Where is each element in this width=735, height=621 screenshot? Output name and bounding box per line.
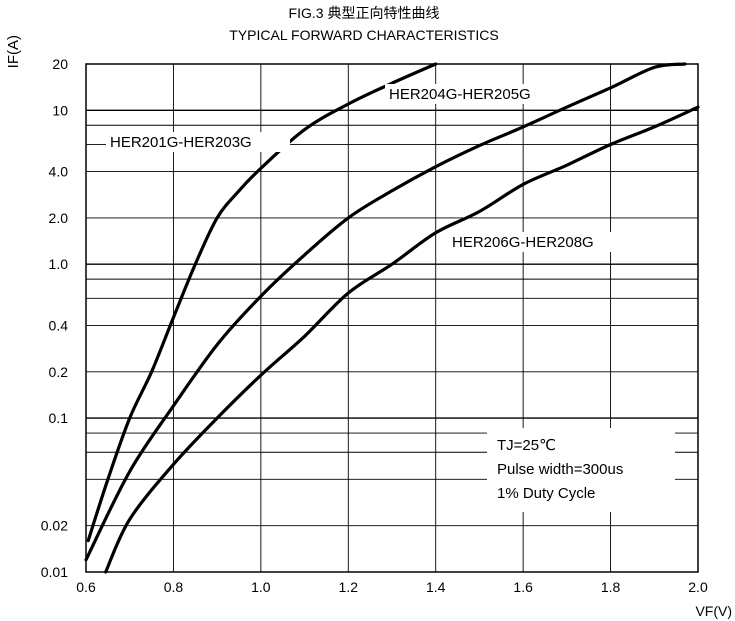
x-tick-label: 0.8 [164, 579, 184, 595]
y-tick-label: 10 [52, 102, 68, 118]
y-tick-label: 0.02 [41, 518, 68, 534]
annotation-tj: TJ=25℃ [497, 437, 556, 454]
y-tick-label: 20 [52, 56, 68, 72]
y-tick-label: 0.2 [49, 364, 69, 380]
annotation-pulse-width: Pulse width=300us [497, 461, 623, 478]
series-lines [84, 62, 700, 574]
series-label-her204g-her205g: HER204G-HER205G [389, 86, 531, 103]
series-line-0 [86, 62, 438, 543]
y-axis-label: IF(A) [5, 35, 22, 68]
conditions-label-background [487, 428, 675, 512]
plot-frame [85, 63, 699, 573]
x-tick-label: 1.0 [251, 579, 271, 595]
y-tick-label: 0.4 [49, 317, 69, 333]
chart-title: FIG.3 典型正向特性曲线 [289, 5, 440, 21]
y-tick-label: 0.1 [49, 410, 69, 426]
series-label-0-background [106, 132, 290, 152]
y-tick-label: 2.0 [49, 210, 69, 226]
series-line-1 [84, 62, 687, 562]
y-tick-label: 0.01 [41, 564, 68, 580]
series-label-her201g-her203g: HER201G-HER203G [110, 134, 252, 151]
y-tick-label: 4.0 [49, 164, 69, 180]
series-label-her206g-her208g: HER206G-HER208G [452, 234, 594, 251]
y-tick-label: 1.0 [49, 256, 69, 272]
series-label-1-background [385, 84, 569, 104]
series-label-2-background [448, 232, 634, 252]
series-labels: HER201G-HER203G HER204G-HER205G HER206G-… [106, 84, 634, 252]
x-tick-label: 0.6 [76, 579, 96, 595]
chart-subtitle: TYPICAL FORWARD CHARACTERISTICS [229, 27, 498, 43]
series-line-2 [104, 105, 700, 574]
conditions-label-box: TJ=25℃ Pulse width=300us 1% Duty Cycle [487, 428, 675, 512]
x-tick-label: 1.2 [339, 579, 359, 595]
x-tick-label: 1.6 [513, 579, 533, 595]
x-axis-label: VF(V) [695, 603, 732, 619]
tick-labels: 0.01 0.02 0.1 0.2 0.4 1.0 2.0 4.0 10 20 0.6 0.8 1.0 1… [41, 56, 708, 595]
x-tick-label: 1.4 [426, 579, 446, 595]
x-tick-label: 2.0 [688, 579, 708, 595]
annotation-duty-cycle: 1% Duty Cycle [497, 485, 595, 502]
x-tick-label: 1.8 [601, 579, 621, 595]
